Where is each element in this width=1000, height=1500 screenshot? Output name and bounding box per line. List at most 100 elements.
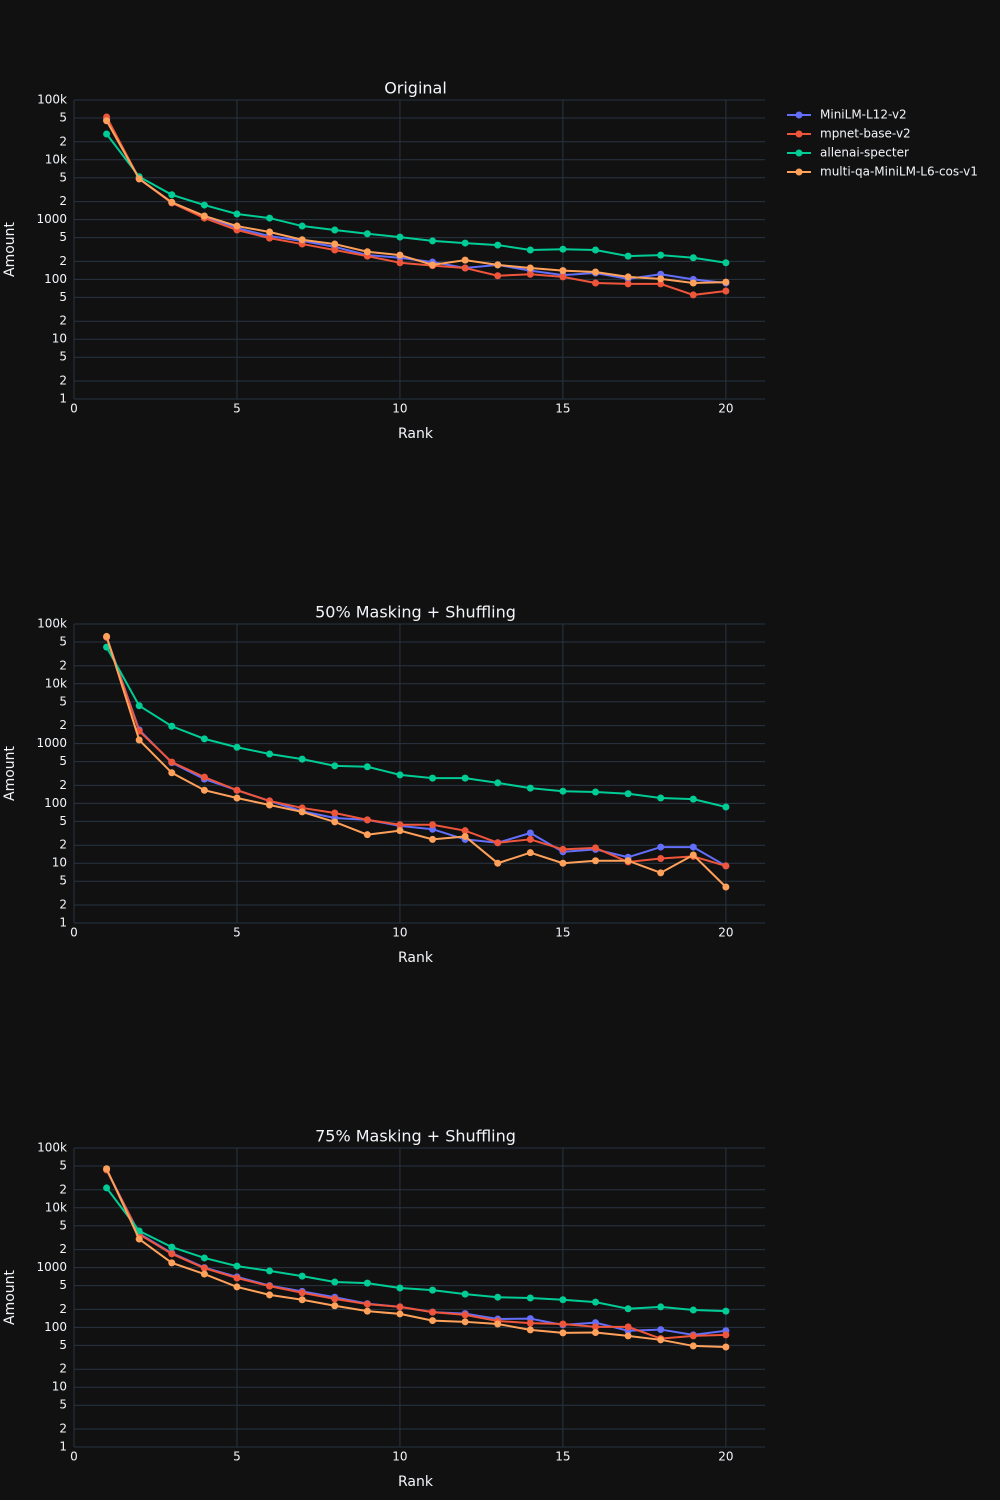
x-tick-label: 5 [233, 1450, 241, 1464]
point [429, 821, 437, 829]
point [135, 1227, 143, 1235]
y-tick-label: 5 [59, 1398, 67, 1412]
x-axis-label: Rank [398, 1474, 434, 1490]
legend-label: multi-qa-MiniLM-L6-cos-v1 [820, 165, 978, 179]
point [233, 1262, 241, 1270]
point [298, 236, 306, 244]
point [526, 1319, 534, 1327]
point [722, 1331, 730, 1339]
y-tick-label: 5 [59, 170, 67, 184]
point [494, 839, 502, 847]
y-tick-label: 100k [37, 1141, 67, 1155]
point [526, 246, 534, 254]
y-tick-label: 1 [59, 392, 67, 406]
point [331, 818, 339, 826]
point [168, 1259, 176, 1267]
point [266, 228, 274, 236]
point [331, 1295, 339, 1303]
point [526, 1326, 534, 1334]
y-tick-label: 2 [59, 194, 67, 208]
y-tick-label: 5 [59, 290, 67, 304]
point [363, 763, 371, 771]
legend-marker [795, 168, 803, 176]
y-axis-label: Amount [2, 221, 18, 277]
point [526, 1294, 534, 1302]
point [461, 264, 469, 272]
x-tick-label: 20 [718, 926, 733, 940]
legend-label: MiniLM-L12-v2 [820, 108, 907, 122]
point [103, 643, 111, 651]
point [592, 788, 600, 796]
point [526, 829, 534, 837]
point [200, 786, 208, 794]
y-tick-label: 10k [45, 676, 67, 690]
y-tick-label: 2 [59, 838, 67, 852]
point [689, 851, 697, 859]
point [135, 736, 143, 744]
point [494, 779, 502, 787]
x-tick-label: 20 [718, 402, 733, 416]
point [461, 256, 469, 264]
y-axis-label: Amount [2, 745, 18, 801]
y-tick-label: 100 [44, 1320, 67, 1334]
y-tick-label: 100k [37, 617, 67, 631]
y-tick-label: 5 [59, 230, 67, 244]
point [168, 722, 176, 730]
x-tick-label: 0 [70, 1450, 78, 1464]
point [363, 248, 371, 256]
point [233, 743, 241, 751]
y-tick-label: 2 [59, 254, 67, 268]
legend-label: mpnet-base-v2 [820, 127, 911, 141]
point [689, 279, 697, 287]
point [135, 702, 143, 710]
point [298, 1272, 306, 1280]
legend-marker [795, 111, 803, 119]
y-tick-label: 2 [59, 373, 67, 387]
y-axis-label: Amount [2, 1269, 18, 1325]
x-axis-label: Rank [398, 426, 434, 442]
point [657, 794, 665, 802]
point [657, 1326, 665, 1334]
point [363, 816, 371, 824]
series-line [105, 636, 727, 867]
point [396, 233, 404, 241]
point [233, 786, 241, 794]
point [396, 827, 404, 835]
y-tick-label: 2 [59, 718, 67, 732]
point [266, 1282, 274, 1290]
legend: MiniLM-L12-v2 mpnet-base-v2 allenai-specte… [787, 108, 978, 179]
point [559, 267, 567, 275]
point [624, 1323, 632, 1331]
point [559, 845, 567, 853]
y-tick-label: 10k [45, 152, 67, 166]
y-tick-label: 5 [59, 754, 67, 768]
y-tick-label: 10 [52, 1380, 67, 1394]
y-tick-label: 5 [59, 874, 67, 888]
y-tick-label: 5 [59, 1218, 67, 1232]
subplot: 1 2 5 10 2 5 100 2 5 1000 2 5 10k 2 5 100k 0 5 10 15 20 Origi… [2, 79, 765, 442]
point [331, 246, 339, 254]
subplot: 1 2 5 10 2 5 100 2 5 1000 2 5 10k 2 5 100k 0 5 10 15 20 50% M… [2, 603, 765, 966]
point [657, 251, 665, 259]
y-tick-label: 2 [59, 897, 67, 911]
y-tick-label: 2 [59, 134, 67, 148]
point [103, 1184, 111, 1192]
point [689, 1306, 697, 1314]
point [396, 1310, 404, 1318]
point [657, 843, 665, 851]
point [200, 1264, 208, 1272]
point [494, 1293, 502, 1301]
point [461, 832, 469, 840]
point [689, 254, 697, 262]
point [233, 794, 241, 802]
point [168, 191, 176, 199]
y-tick-label: 2 [59, 1302, 67, 1316]
point [298, 808, 306, 816]
point [494, 1320, 502, 1328]
point [559, 859, 567, 867]
point [722, 278, 730, 286]
y-tick-label: 2 [59, 658, 67, 672]
point [494, 859, 502, 867]
x-tick-label: 10 [392, 1450, 407, 1464]
point [135, 175, 143, 183]
